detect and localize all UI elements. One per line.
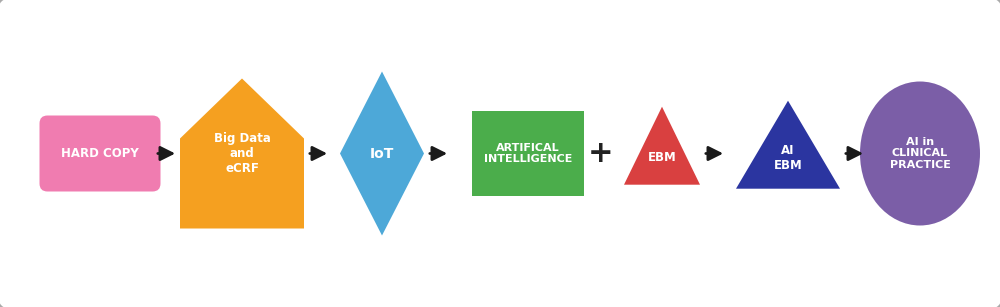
Text: Big Data
and
eCRF: Big Data and eCRF bbox=[214, 132, 270, 175]
Polygon shape bbox=[180, 79, 304, 228]
Polygon shape bbox=[624, 107, 700, 185]
Polygon shape bbox=[736, 101, 840, 189]
Text: IoT: IoT bbox=[370, 146, 394, 161]
FancyBboxPatch shape bbox=[39, 115, 160, 192]
Polygon shape bbox=[340, 72, 424, 235]
Text: HARD COPY: HARD COPY bbox=[61, 147, 139, 160]
Bar bbox=[472, 111, 584, 196]
Text: ARTIFICAL
INTELLIGENCE: ARTIFICAL INTELLIGENCE bbox=[484, 143, 572, 164]
Text: EBM: EBM bbox=[648, 151, 676, 164]
Text: +: + bbox=[588, 139, 613, 168]
Text: AI in
CLINICAL
PRACTICE: AI in CLINICAL PRACTICE bbox=[890, 137, 950, 170]
Text: AI
EBM: AI EBM bbox=[774, 144, 802, 172]
Ellipse shape bbox=[860, 81, 980, 226]
